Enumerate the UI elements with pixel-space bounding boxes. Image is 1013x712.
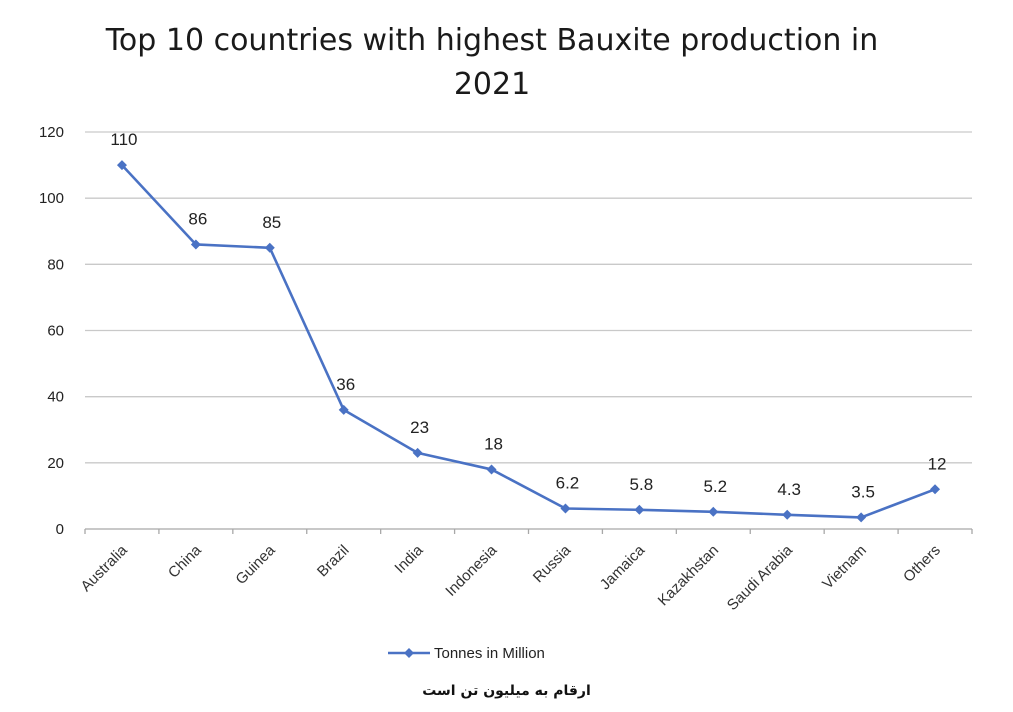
- x-tick-label: Saudi Arabia: [724, 541, 797, 614]
- y-tick-label: 0: [56, 521, 64, 538]
- x-tick-label: Guinea: [232, 541, 279, 588]
- y-axis-ticks: 0 20 40 60 80 100 120: [39, 124, 64, 538]
- legend: Tonnes in Million: [388, 645, 545, 662]
- y-tick-label: 120: [39, 124, 64, 141]
- data-point-marker: [486, 464, 497, 475]
- x-tick-label: Kazakhstan: [655, 542, 722, 609]
- gridlines: [85, 131, 972, 530]
- data-label: 85: [262, 213, 281, 232]
- x-tick-label: China: [165, 541, 205, 581]
- y-tick-label: 100: [39, 190, 64, 207]
- data-point-marker: [634, 504, 645, 515]
- data-point-marker: [856, 512, 867, 523]
- x-tick-label: Australia: [77, 541, 131, 595]
- y-tick-label: 80: [47, 256, 64, 273]
- data-point-marker: [338, 404, 349, 415]
- chart-title-line-2: 2021: [454, 67, 530, 102]
- x-axis-ticks: Australia China Guinea Brazil India Indonesia…: [77, 529, 973, 614]
- legend-marker: [404, 648, 414, 658]
- x-tick-label: Indonesia: [442, 541, 500, 599]
- data-point-marker: [190, 239, 201, 250]
- footnote: ارقام به میلیون تن است: [422, 683, 591, 699]
- series-line: [121, 164, 936, 519]
- data-label: 110: [110, 130, 137, 149]
- data-point-marker: [264, 242, 275, 253]
- y-tick-label: 40: [47, 389, 64, 406]
- data-labels: 110 86 85 36 23 18 6.2 5.8 5.2 4.3 3.5 12: [110, 130, 946, 501]
- data-label: 18: [484, 434, 503, 453]
- data-point-marker: [782, 509, 793, 520]
- data-point-marker: [708, 506, 719, 517]
- x-tick-label: Russia: [530, 541, 575, 586]
- y-tick-label: 60: [47, 323, 64, 340]
- data-label: 12: [928, 454, 947, 473]
- data-label: 86: [188, 209, 207, 228]
- data-label: 5.8: [630, 475, 654, 494]
- data-label: 4.3: [777, 480, 801, 499]
- data-label: 3.5: [851, 482, 875, 501]
- x-tick-label: Brazil: [314, 542, 353, 581]
- data-label: 23: [410, 418, 429, 437]
- data-label: 5.2: [703, 477, 727, 496]
- data-point-marker: [412, 447, 423, 458]
- series-tonnes-in-million: [116, 160, 941, 523]
- x-tick-label: Others: [900, 542, 944, 586]
- x-tick-label: Vietnam: [819, 542, 870, 593]
- x-tick-label: Jamaica: [597, 541, 649, 593]
- data-label: 6.2: [556, 473, 580, 492]
- x-tick-label: India: [391, 541, 426, 576]
- data-point-marker: [116, 160, 127, 171]
- chart-title-line-1: Top 10 countries with highest Bauxite pr…: [105, 23, 879, 58]
- y-tick-label: 20: [47, 455, 64, 472]
- data-point-marker: [560, 503, 571, 514]
- data-label: 36: [336, 375, 355, 394]
- legend-label: Tonnes in Million: [434, 645, 545, 662]
- data-point-marker: [930, 484, 941, 495]
